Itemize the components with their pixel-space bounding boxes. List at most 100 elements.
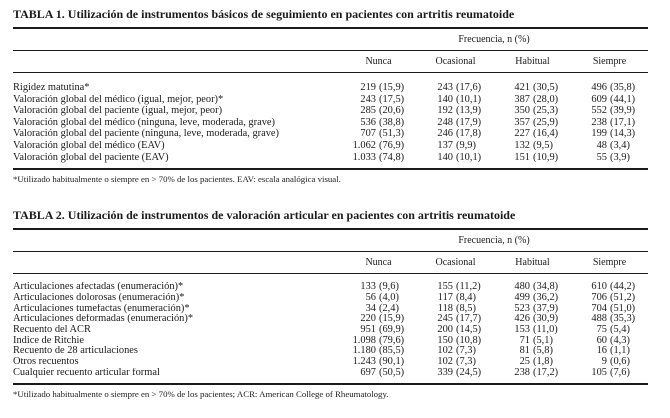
cell-percent: (10,1)	[456, 151, 482, 163]
cell-nunca: 285 (20,6)	[340, 105, 417, 117]
table-2: TABLA 2. Utilización de instrumentos de …	[13, 208, 648, 399]
table-row: Valoración global del médico (ninguna, l…	[13, 117, 648, 129]
cell-percent: (34,8)	[533, 281, 559, 293]
cell-count: 248	[437, 116, 453, 128]
cell-habitual: 151 (10,9)	[494, 152, 571, 164]
cell-habitual: 71 (5,1)	[494, 334, 571, 347]
cell-percent: (51,3)	[379, 128, 405, 140]
cell-ocasional: 243 (17,6)	[417, 82, 494, 94]
cell-nunca: 133 (9,6)	[340, 281, 417, 293]
cell-count: 192	[437, 105, 453, 117]
table-1-bottom-rule	[13, 168, 648, 171]
cell-percent: (9,9)	[456, 139, 476, 151]
cell-count: 499	[514, 291, 530, 303]
cell-percent: (37,9)	[533, 302, 559, 314]
cell-percent: (5,4)	[610, 323, 630, 335]
table-2-body: Articulaciones afectadas (enumeración)* 1…	[13, 274, 648, 383]
cell-siempre: 496 (35,8)	[571, 82, 648, 94]
cell-nunca: 1.243 (90,1)	[340, 356, 417, 368]
cell-habitual: 357 (25,9)	[494, 117, 571, 129]
row-label: Valoración global del médico (igual, mej…	[13, 93, 224, 105]
cell-count: 1.033	[352, 151, 376, 163]
cell-ocasional: 102 (7,3)	[417, 346, 494, 357]
cell-count: 707	[360, 128, 376, 140]
cell-nunca: 697 (50,5)	[340, 366, 417, 379]
cell-habitual: 499 (36,2)	[494, 291, 571, 304]
cell-percent: (17,1)	[610, 116, 636, 128]
table-2-frequency-row: Frecuencia, n (%)	[13, 230, 648, 251]
cell-count: 704	[591, 302, 607, 314]
cell-count: 238	[591, 116, 607, 128]
cell-nunca: 707 (51,3)	[340, 128, 417, 140]
cell-count: 610	[591, 281, 607, 293]
cell-percent: (90,1)	[379, 356, 405, 368]
cell-percent: (16,4)	[533, 128, 559, 140]
table-row: Valoración global del paciente (igual, m…	[13, 105, 648, 117]
cell-count: 227	[514, 128, 530, 140]
cell-count: 357	[514, 116, 530, 128]
cell-count: 488	[591, 313, 607, 325]
cell-count: 200	[437, 323, 453, 335]
cell-percent: (10,9)	[533, 151, 559, 163]
cell-siempre: 238 (17,1)	[571, 117, 648, 129]
cell-count: 387	[514, 93, 530, 105]
cell-ocasional: 245 (17,7)	[417, 314, 494, 325]
cell-siempre: 488 (35,3)	[571, 314, 648, 325]
cell-percent: (11,0)	[533, 323, 558, 335]
cell-count: 246	[437, 128, 453, 140]
table-row: Articulaciones afectadas (enumeración)* 1…	[13, 281, 648, 293]
table-row: Cualquier recuento articular formal 697 (5…	[13, 366, 648, 379]
cell-count: 350	[514, 105, 530, 117]
column-header-siempre: Siempre	[592, 257, 627, 269]
cell-siempre: 55 (3,9)	[571, 152, 648, 164]
table-2-frequency-header: Frecuencia, n (%)	[458, 235, 530, 247]
cell-count: 118	[437, 302, 453, 314]
cell-count: 133	[360, 281, 376, 293]
cell-percent: (8,4)	[456, 291, 476, 303]
cell-count: 536	[360, 116, 376, 128]
cell-percent: (17,5)	[379, 93, 405, 105]
cell-count: 426	[514, 313, 530, 325]
cell-count: 951	[360, 323, 376, 335]
table-row: Articulaciones dolorosas (enumeración)* 5…	[13, 291, 648, 304]
table-1-frequency-row: Frecuencia, n (%)	[13, 29, 648, 50]
cell-count: 1.098	[352, 334, 376, 346]
cell-percent: (15,9)	[379, 313, 405, 325]
cell-habitual: 81 (5,8)	[494, 346, 571, 357]
cell-siempre: 552 (39,9)	[571, 105, 648, 117]
table-2-bottom-rule	[13, 383, 648, 386]
cell-percent: (10,1)	[456, 93, 482, 105]
cell-count: 75	[596, 323, 607, 335]
cell-percent: (50,5)	[379, 366, 405, 378]
cell-count: 238	[514, 366, 530, 378]
cell-habitual: 421 (30,5)	[494, 82, 571, 94]
cell-nunca: 243 (17,5)	[340, 94, 417, 106]
row-label: Articulaciones tumefactas (enumeración)*	[13, 303, 190, 314]
cell-nunca: 1.062 (76,9)	[340, 140, 417, 152]
cell-nunca: 56 (4,0)	[340, 292, 417, 304]
cell-siempre: 706 (51,2)	[571, 291, 648, 304]
row-label: Recuento del ACR	[13, 324, 91, 335]
cell-percent: (8,5)	[456, 302, 476, 314]
cell-habitual: 132 (9,5)	[494, 140, 571, 152]
cell-percent: (74,8)	[379, 151, 405, 163]
cell-count: 117	[437, 291, 453, 303]
table-row: Valoración global del paciente (ninguna,…	[13, 128, 648, 140]
cell-nunca: 1.033 (74,8)	[340, 152, 417, 164]
cell-nunca: 951 (69,9)	[340, 323, 417, 336]
cell-percent: (3,4)	[610, 139, 630, 151]
cell-count: 151	[514, 151, 530, 163]
cell-count: 245	[437, 313, 453, 325]
cell-count: 220	[360, 313, 376, 325]
cell-siempre: 48 (3,4)	[571, 140, 648, 152]
cell-percent: (15,9)	[379, 82, 405, 93]
cell-percent: (14,3)	[610, 128, 636, 140]
cell-percent: (28,0)	[533, 93, 559, 105]
cell-habitual: 350 (25,3)	[494, 105, 571, 117]
cell-siempre: 105 (7,6)	[571, 367, 648, 379]
cell-percent: (2,4)	[379, 302, 399, 314]
cell-count: 1.243	[352, 356, 376, 368]
cell-count: 706	[591, 291, 607, 303]
cell-percent: (14,5)	[456, 323, 482, 335]
cell-count: 71	[519, 334, 530, 346]
